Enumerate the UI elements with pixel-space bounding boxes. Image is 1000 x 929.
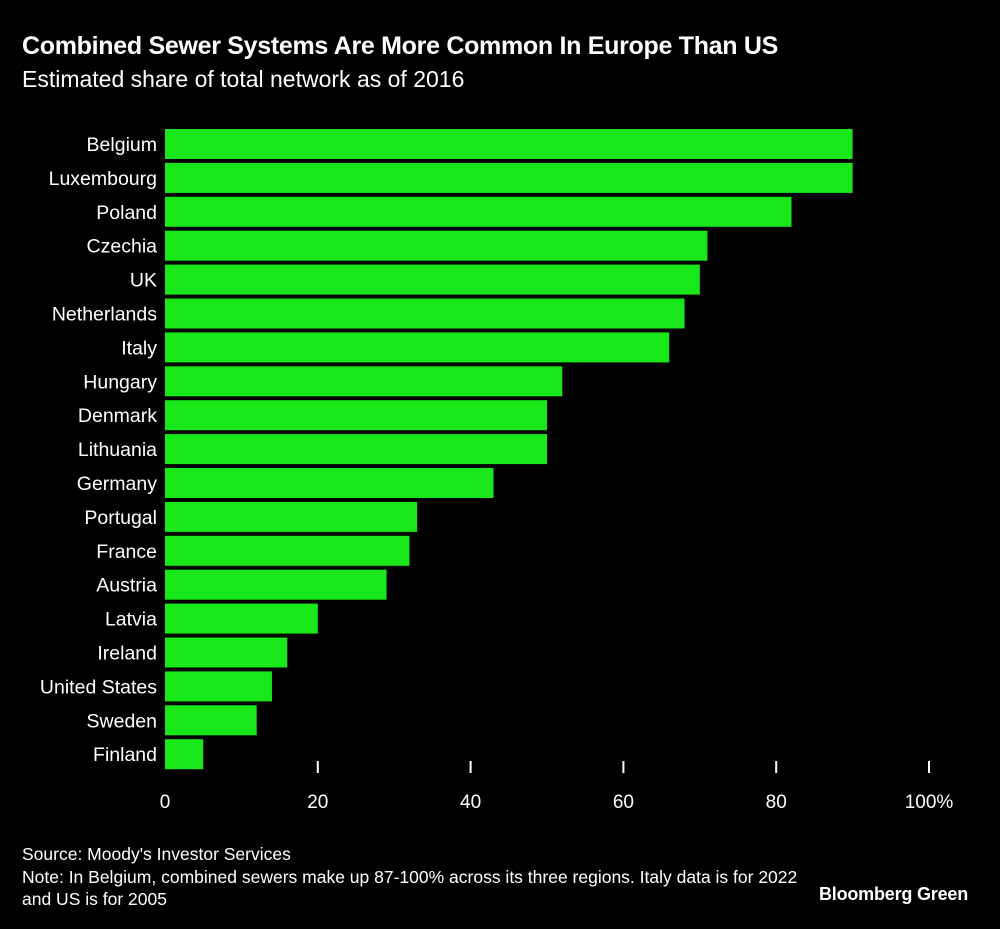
bar-sweden — [165, 705, 257, 736]
category-label: Finland — [93, 744, 157, 766]
bar-finland — [165, 739, 204, 770]
bar-italy — [165, 332, 670, 363]
category-label: Italy — [121, 337, 157, 359]
bar-hungary — [165, 366, 563, 397]
category-label: Sweden — [87, 710, 157, 732]
x-tick-label: 80 — [766, 792, 787, 813]
bar-netherlands — [165, 298, 685, 329]
bar-latvia — [165, 603, 318, 634]
category-label: Belgium — [87, 134, 157, 156]
category-label: Portugal — [84, 507, 157, 529]
category-label: Poland — [96, 202, 157, 224]
bar-france — [165, 535, 410, 566]
bar-uk — [165, 264, 700, 295]
x-tick-label: 60 — [613, 792, 634, 813]
category-label: UK — [130, 270, 157, 292]
bar-ireland — [165, 637, 288, 668]
category-label: Luxembourg — [49, 168, 157, 190]
category-label: Germany — [77, 473, 157, 495]
x-tick-label: 20 — [307, 792, 328, 813]
category-label: Austria — [96, 575, 157, 597]
bar-germany — [165, 468, 494, 498]
brand-logo: Bloomberg Green — [818, 884, 968, 904]
x-tick-label: 0 — [160, 792, 171, 813]
bar-portugal — [165, 501, 418, 532]
chart-title: Combined Sewer Systems Are More Common I… — [22, 32, 779, 60]
category-label: Latvia — [105, 609, 157, 631]
chart-subtitle: Estimated share of total network as of 2… — [22, 66, 465, 92]
category-label: Hungary — [83, 371, 157, 393]
category-label: Denmark — [78, 405, 157, 427]
bar-poland — [165, 196, 792, 227]
x-tick-label: 100% — [905, 792, 954, 813]
source-note: Source: Moody's Investor Services — [22, 844, 291, 864]
category-label: Netherlands — [52, 304, 157, 326]
category-label: Ireland — [97, 643, 157, 665]
category-label: France — [96, 541, 157, 563]
bar-belgium — [165, 129, 853, 159]
x-tick-label: 40 — [460, 792, 481, 813]
footnote: Note: In Belgium, combined sewers make u… — [22, 867, 798, 909]
bar-united-states — [165, 671, 272, 702]
bar-czechia — [165, 230, 708, 261]
bar-chart: Belgium Luxembourg Poland Czechia UK Netherla… — [40, 129, 954, 813]
bar-denmark — [165, 400, 547, 431]
bar-lithuania — [165, 434, 547, 465]
category-label: United States — [40, 676, 157, 698]
category-label: Lithuania — [78, 439, 157, 461]
bar-austria — [165, 569, 387, 600]
bar-luxembourg — [165, 162, 853, 193]
category-label: Czechia — [87, 236, 158, 258]
